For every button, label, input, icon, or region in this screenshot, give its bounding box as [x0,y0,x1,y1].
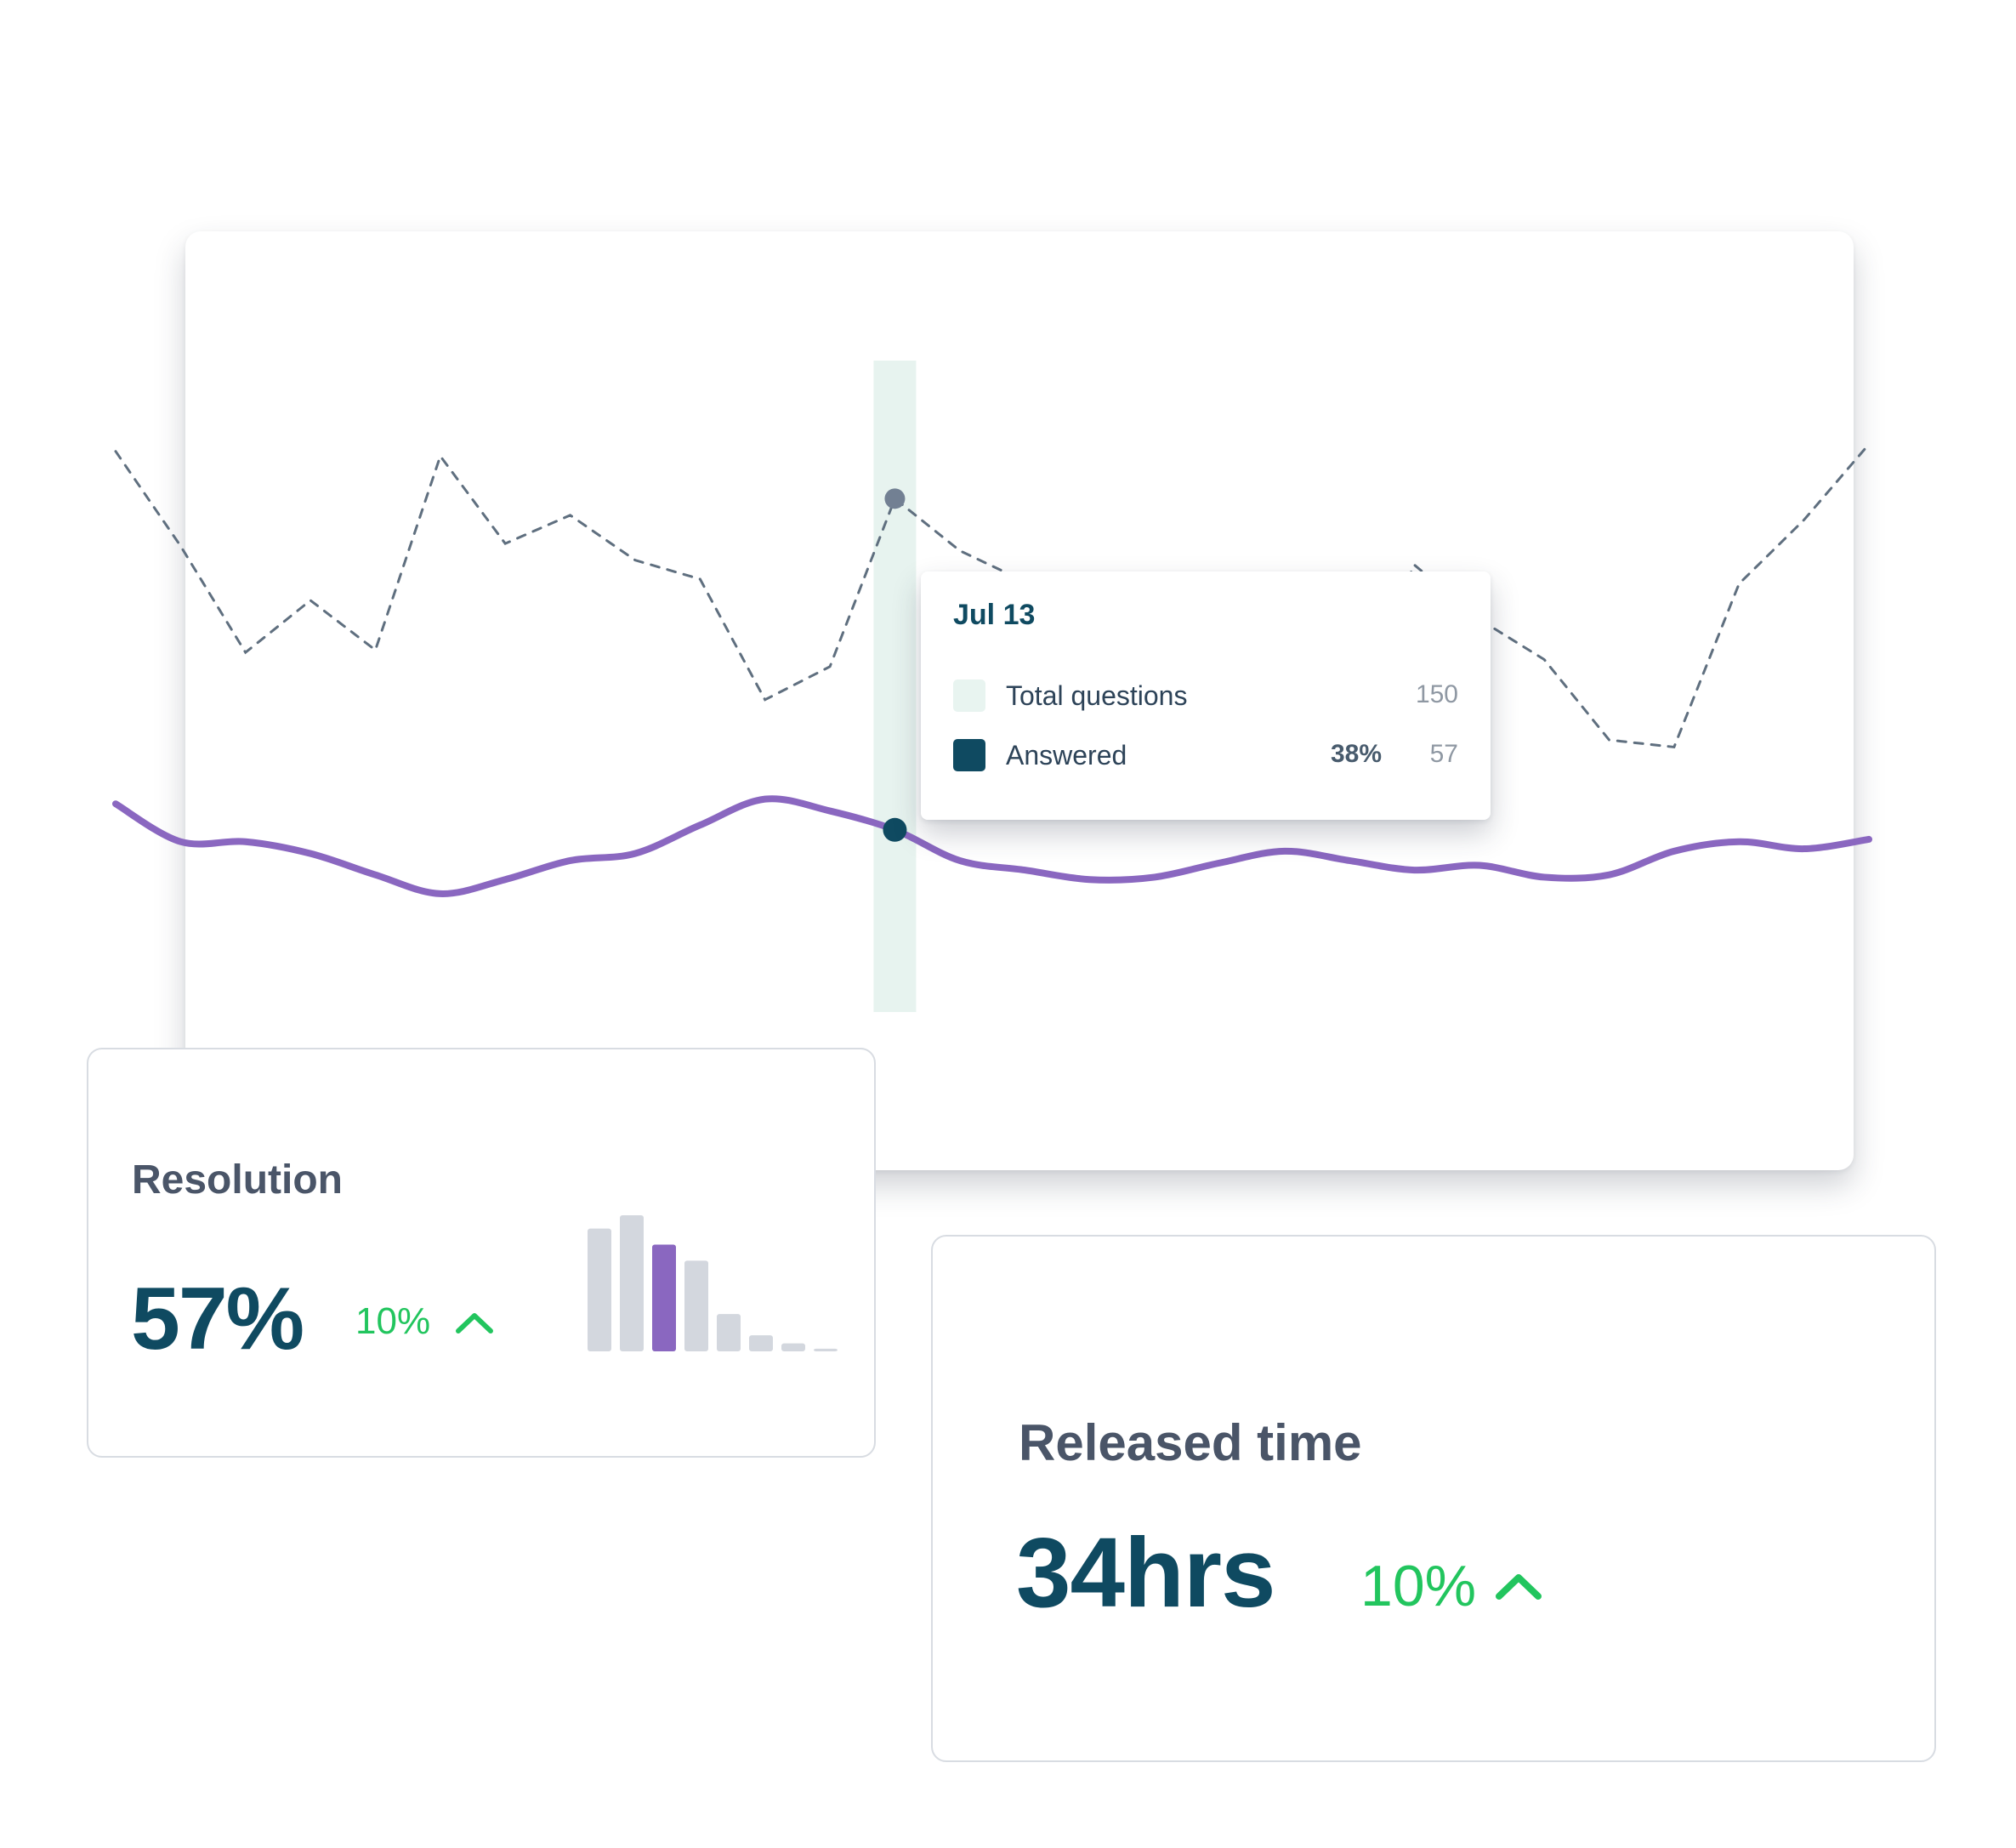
selected-date-band[interactable] [873,361,917,1012]
released-time-change: 10% [1360,1554,1477,1618]
released-time-card: Released time 34hrs 10% [931,1235,1936,1762]
answered-line[interactable] [112,795,1872,897]
answered-swatch [953,739,985,771]
released-time-value: 34hrs [1016,1517,1276,1628]
mini-bar [588,1228,611,1351]
resolution-title: Resolution [132,1157,343,1203]
released-time-title: Released time [1019,1414,1362,1471]
resolution-card: Resolution 57% 10% [87,1048,876,1458]
resolution-change: 10% [355,1300,431,1342]
tooltip-value-total-questions: 150 [1415,680,1458,708]
tooltip-label-answered: Answered [1006,740,1127,770]
total-questions-hover-point[interactable] [884,488,906,509]
tooltip-row-answered: Answered 38% 57 [953,738,1458,772]
tooltip-date: Jul 13 [953,599,1036,631]
mini-bar [749,1335,773,1351]
tooltip-percent-answered: 38% [1330,740,1382,768]
mini-bar [781,1343,805,1351]
mini-bar [684,1260,708,1351]
tooltip-value-answered: 57 [1429,740,1458,768]
mini-bar [717,1314,741,1351]
tooltip-row-total-questions: Total questions 150 [953,679,1458,713]
answered-hover-point[interactable] [883,817,907,842]
resolution-mini-bar-chart [588,1215,838,1351]
tooltip-label-total-questions: Total questions [1006,680,1188,711]
total-questions-swatch [953,679,985,712]
chevron-up-icon [456,1313,493,1333]
chevron-up-icon [1496,1574,1542,1600]
resolution-value: 57% [131,1270,304,1368]
mini-bar [814,1348,838,1351]
total-questions-line[interactable] [114,442,1871,761]
chart-tooltip: Jul 13 Total questions 150 Answered 38% … [921,571,1491,820]
mini-bar [620,1215,644,1351]
mini-bar [652,1244,676,1351]
